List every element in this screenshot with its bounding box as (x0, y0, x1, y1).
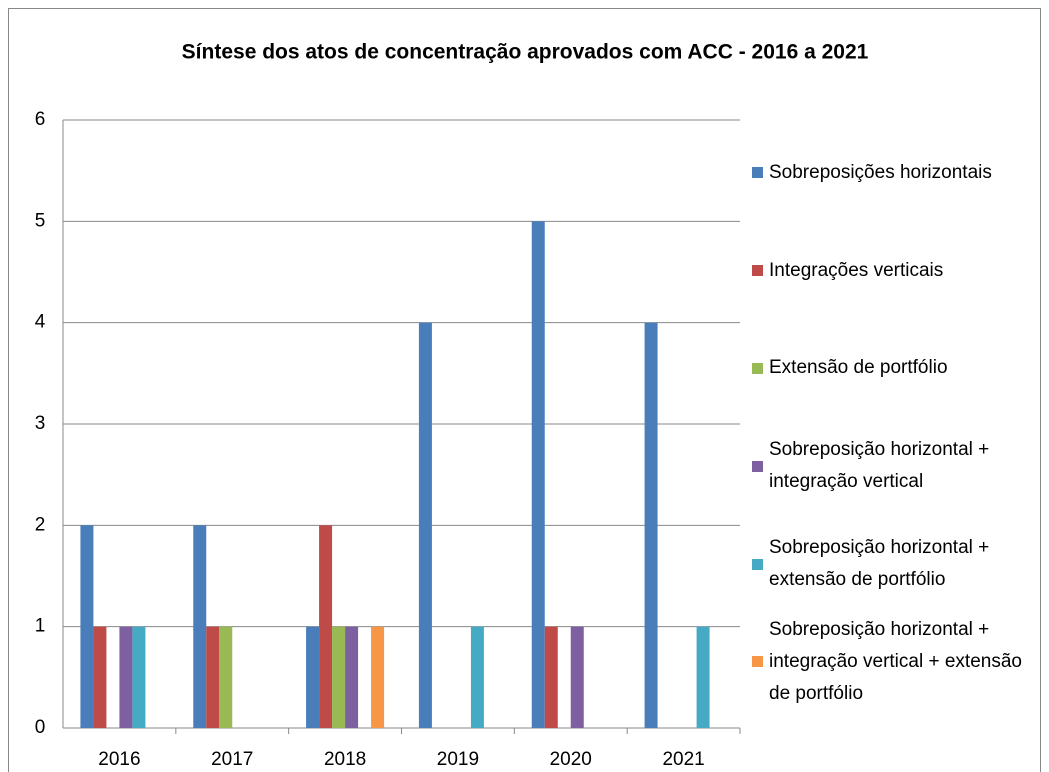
bar (531, 221, 545, 729)
legend-item: Integrações verticais (752, 222, 1042, 320)
legend-swatch (752, 558, 763, 570)
bar (418, 322, 432, 728)
y-tick-label: 3 (35, 413, 46, 434)
bar (193, 525, 207, 728)
bar (696, 626, 710, 728)
bar (206, 626, 220, 728)
bar (319, 525, 333, 728)
y-tick-label: 6 (35, 109, 46, 130)
x-tick-label: 2021 (662, 749, 704, 770)
legend-swatch (752, 656, 763, 668)
legend-item: Sobreposições horizontais (752, 124, 1042, 222)
legend-label: Sobreposição horizontal + integração ver… (769, 618, 1022, 704)
legend-label: Extensão de portfólio (769, 357, 948, 379)
legend-swatch (752, 167, 763, 179)
legend-label: Sobreposição horizontal + extensão de po… (769, 537, 990, 591)
bar (544, 626, 558, 728)
legend-label: Sobreposições horizontais (769, 161, 992, 183)
y-tick-label: 5 (35, 210, 46, 231)
x-tick-label: 2016 (98, 749, 140, 770)
legend-item: Sobreposição horizontal + extensão de po… (752, 515, 1042, 613)
bar (119, 626, 133, 728)
chart-frame (8, 8, 1041, 772)
legend-item: Sobreposição horizontal + integração ver… (752, 417, 1042, 515)
bar (306, 626, 320, 728)
legend-swatch (752, 362, 763, 374)
x-tick-label: 2020 (550, 749, 592, 770)
legend-label: Integrações verticais (769, 259, 944, 281)
bar (345, 626, 359, 728)
x-tick-label: 2017 (211, 749, 253, 770)
bar (371, 626, 385, 728)
x-tick-label: 2019 (437, 749, 479, 770)
y-tick-label: 4 (35, 312, 46, 333)
bar (570, 626, 584, 728)
y-tick-label: 0 (35, 717, 46, 738)
chart-title: Síntese dos atos de concentração aprovad… (182, 41, 869, 64)
bar (219, 626, 233, 728)
bar (93, 626, 107, 728)
legend-item: Sobreposição horizontal + integração ver… (752, 613, 1042, 711)
bar (332, 626, 346, 728)
bar (644, 322, 658, 728)
legend-swatch (752, 460, 763, 472)
legend-swatch (752, 265, 763, 277)
legend-label: Sobreposição horizontal + integração ver… (769, 439, 990, 493)
y-tick-label: 1 (35, 616, 46, 637)
bar (80, 525, 94, 728)
y-tick-label: 2 (35, 514, 46, 535)
bar (470, 626, 484, 728)
legend-item: Extensão de portfólio (752, 320, 1042, 418)
legend: Sobreposições horizontais Integrações ver… (752, 124, 1042, 711)
bar (132, 626, 146, 728)
x-tick-label: 2018 (324, 749, 366, 770)
